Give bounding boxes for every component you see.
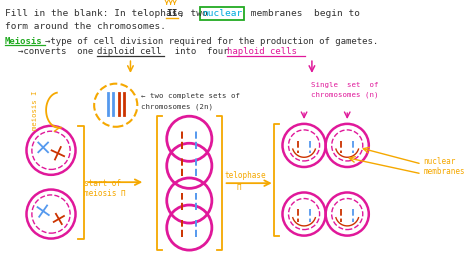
Text: Single  set  of: Single set of [311,82,378,88]
Text: nuclear: nuclear [424,157,456,166]
Text: chromosomes (2n): chromosomes (2n) [141,103,213,110]
Text: Meiosis: Meiosis [5,37,43,45]
Text: membranes: membranes [424,167,465,176]
Text: into  four: into four [164,47,239,56]
Text: Π: Π [237,182,241,192]
Text: →type of cell division required for the production of gametes.: →type of cell division required for the … [45,37,378,45]
Text: II: II [166,9,177,18]
Text: haploid cells: haploid cells [227,47,296,56]
Text: start of: start of [84,179,121,188]
Text: Fill in the blank: In telophase: Fill in the blank: In telophase [5,9,189,18]
Text: telophase: telophase [225,171,266,180]
Text: membranes  begin to: membranes begin to [245,9,360,18]
Text: →converts  one: →converts one [18,47,104,56]
Text: chromosomes (n): chromosomes (n) [311,92,378,98]
Text: meiosis I: meiosis I [32,90,38,130]
Text: diploid cell: diploid cell [97,47,162,56]
Text: ← two complete sets of: ← two complete sets of [141,93,240,99]
Text: form around the chromosomes.: form around the chromosomes. [5,22,166,31]
Text: nuclear: nuclear [202,9,242,18]
Text: , two: , two [179,9,213,18]
Text: meiosis Π: meiosis Π [84,189,126,198]
